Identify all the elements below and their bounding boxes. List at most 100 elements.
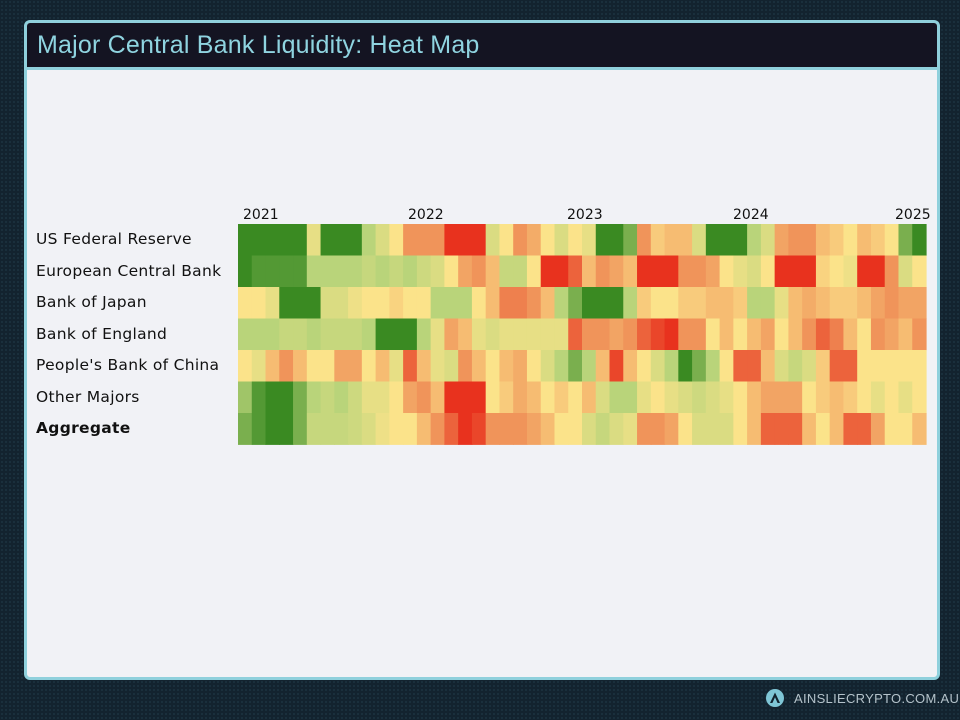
heatmap-cell: [774, 318, 789, 351]
heatmap-cell: [554, 224, 569, 256]
heatmap-cell: [238, 224, 253, 256]
heatmap-cell: [485, 255, 501, 288]
heatmap-cell: [582, 381, 597, 414]
heatmap-cell: [430, 413, 445, 445]
heatmap-cell: [568, 255, 583, 288]
heatmap-cell: [499, 255, 514, 288]
heatmap-cell: [692, 381, 707, 414]
heatmap-cell: [802, 381, 817, 414]
heatmap-cell: [320, 287, 335, 319]
heatmap-cell: [471, 413, 487, 445]
heatmap-cell: [595, 350, 611, 382]
heatmap-cell: [609, 255, 624, 288]
heatmap-cell: [540, 413, 556, 445]
heatmap-cell: [898, 413, 913, 445]
heatmap-cell: [650, 381, 666, 414]
footer-brand: AINSLIECRYPTO.COM.AU: [794, 690, 960, 706]
heatmap-cell: [802, 287, 817, 319]
heatmap-cell: [485, 224, 501, 256]
heatmap-cell: [884, 381, 900, 414]
heatmap-cell: [870, 318, 886, 351]
heatmap-cell: [568, 350, 583, 382]
heatmap-cell: [623, 318, 638, 351]
heatmap-cell: [444, 413, 459, 445]
heatmap-cell: [485, 318, 501, 351]
heatmap-cell: [513, 413, 528, 445]
heatmap-cell: [912, 255, 927, 288]
heatmap-cell: [582, 318, 597, 351]
heatmap-cell: [747, 224, 762, 256]
heatmap-cell: [238, 350, 253, 382]
heatmap-cell: [760, 287, 776, 319]
heatmap-cell: [430, 224, 445, 256]
heatmap-cell: [774, 287, 789, 319]
heatmap-cell: [554, 255, 569, 288]
heatmap-cell: [664, 413, 679, 445]
heatmap-cell: [458, 255, 473, 288]
heatmap-cell: [526, 224, 542, 256]
heatmap-cell: [554, 413, 569, 445]
heatmap-cell: [650, 255, 666, 288]
heatmap-cell: [403, 381, 418, 414]
heatmap-cell: [650, 413, 666, 445]
row-label: Bank of England: [36, 324, 168, 343]
heatmap-cell: [678, 255, 693, 288]
heatmap-cell: [526, 413, 542, 445]
heatmap-cell: [279, 381, 294, 414]
heatmap-cell: [829, 350, 845, 382]
heatmap-cell: [870, 413, 886, 445]
heatmap-cell: [843, 224, 858, 256]
heatmap-cell: [843, 287, 858, 319]
heatmap-cell: [416, 318, 432, 351]
heatmap-cell: [416, 350, 432, 382]
heatmap-cell: [582, 413, 597, 445]
heatmap-cell: [719, 381, 734, 414]
heatmap-cell: [471, 350, 487, 382]
heatmap-cell: [458, 224, 473, 256]
heatmap-cell: [513, 255, 528, 288]
heatmap-cell: [678, 224, 693, 256]
heatmap-cell: [416, 255, 432, 288]
x-tick-label: 2021: [243, 207, 279, 223]
heatmap-cell: [884, 224, 900, 256]
heatmap-cell: [815, 350, 831, 382]
heatmap-cell: [458, 287, 473, 319]
heatmap-cell: [582, 350, 597, 382]
heatmap-cell: [444, 287, 459, 319]
heatmap-cell: [733, 350, 748, 382]
heatmap-cell: [540, 255, 556, 288]
heatmap-cell: [375, 255, 390, 288]
heatmap-cell: [747, 350, 762, 382]
heatmap-cell: [788, 318, 803, 351]
heatmap-cell: [499, 318, 514, 351]
heatmap-cell: [802, 318, 817, 351]
heatmap-cell: [637, 413, 652, 445]
heatmap-cell: [733, 224, 748, 256]
heatmap-cell: [760, 224, 776, 256]
heatmap-cell: [238, 413, 253, 445]
heatmap-cell: [705, 350, 721, 382]
footer: AINSLIECRYPTO.COM.AU: [766, 689, 959, 707]
heatmap-cell: [678, 413, 693, 445]
heatmap-cell: [403, 224, 418, 256]
heatmap-cell: [361, 318, 377, 351]
heatmap-cell: [348, 318, 363, 351]
heatmap-cell: [279, 255, 294, 288]
heatmap-cell: [320, 318, 335, 351]
heatmap-cell: [898, 224, 913, 256]
heatmap-cell: [540, 381, 556, 414]
heatmap-cell: [334, 350, 349, 382]
heatmap-cell: [320, 350, 335, 382]
heatmap-cell: [389, 318, 404, 351]
heatmap-cell: [526, 255, 542, 288]
heatmap-cell: [705, 255, 721, 288]
heatmap-cell: [361, 413, 377, 445]
heatmap-cell: [293, 381, 308, 414]
heatmap-cell: [637, 287, 652, 319]
row-label: European Central Bank: [36, 261, 222, 280]
heatmap-cell: [637, 224, 652, 256]
heatmap-cell: [733, 318, 748, 351]
heatmap-cell: [595, 413, 611, 445]
heatmap-cell: [774, 224, 789, 256]
heatmap-cell: [623, 413, 638, 445]
